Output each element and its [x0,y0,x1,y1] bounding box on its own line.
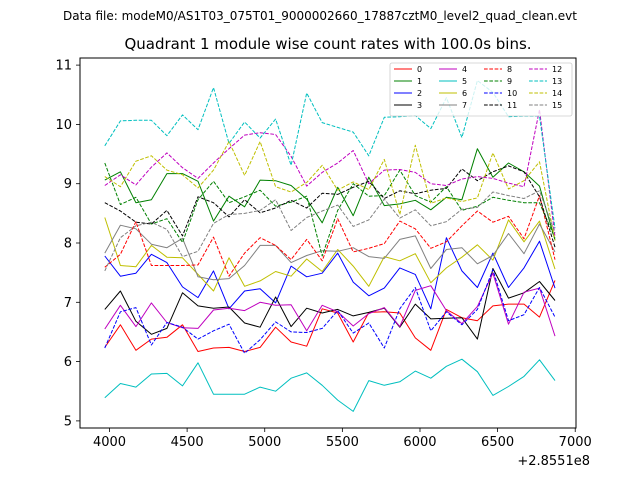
legend-label-10: 10 [507,89,517,98]
legend-label-3: 3 [417,101,422,110]
series-line-2 [104,237,556,310]
y-tick-label: 11 [55,59,72,74]
legend-label-15: 15 [552,101,562,110]
legend-label-13: 13 [552,77,562,86]
x-tick-label: 6500 [481,435,514,450]
legend-label-9: 9 [507,77,512,86]
chart-suptitle: Data file: modeM0/AS1T03_075T01_90000026… [63,9,577,23]
y-tick-label: 5 [64,414,72,429]
series-line-12 [104,109,556,238]
series-line-8 [104,195,556,277]
x-tick-label: 7000 [559,435,592,450]
x-tick-label: 4500 [171,435,204,450]
series-line-1 [104,148,556,241]
series-line-4 [104,272,556,337]
chart-title: Quadrant 1 module wise count rates with … [124,35,531,53]
legend-label-14: 14 [552,89,562,98]
legend-label-0: 0 [417,65,422,74]
y-tick-label: 8 [64,237,72,252]
series-line-3 [104,268,556,340]
legend-label-11: 11 [507,101,517,110]
legend-label-4: 4 [462,65,467,74]
series-line-11 [104,165,556,248]
x-tick-label: 5000 [248,435,281,450]
y-tick-label: 7 [64,296,72,311]
legend-label-6: 6 [462,89,467,98]
legend-label-1: 1 [417,77,422,86]
legend-label-12: 12 [552,65,562,74]
legend-label-5: 5 [462,77,467,86]
legend-label-8: 8 [507,65,512,74]
legend-label-7: 7 [462,101,467,110]
y-axis: 5 6 7 8 9 10 11 [55,59,80,429]
series-line-14 [104,141,556,241]
x-axis: 4000 4500 5000 5500 6000 6500 7000 [93,428,592,450]
series-line-5 [104,358,556,412]
legend-label-2: 2 [417,89,422,98]
y-tick-label: 6 [64,355,72,370]
series-layer [104,80,556,412]
y-tick-label: 10 [55,118,72,133]
x-tick-label: 6000 [403,435,436,450]
x-offset-label: +2.8551e8 [517,454,590,469]
x-tick-label: 5500 [326,435,359,450]
series-line-6 [104,217,556,292]
legend-frame [389,62,573,117]
y-tick-label: 9 [64,177,72,192]
series-line-7 [104,223,556,281]
x-tick-label: 4000 [93,435,126,450]
